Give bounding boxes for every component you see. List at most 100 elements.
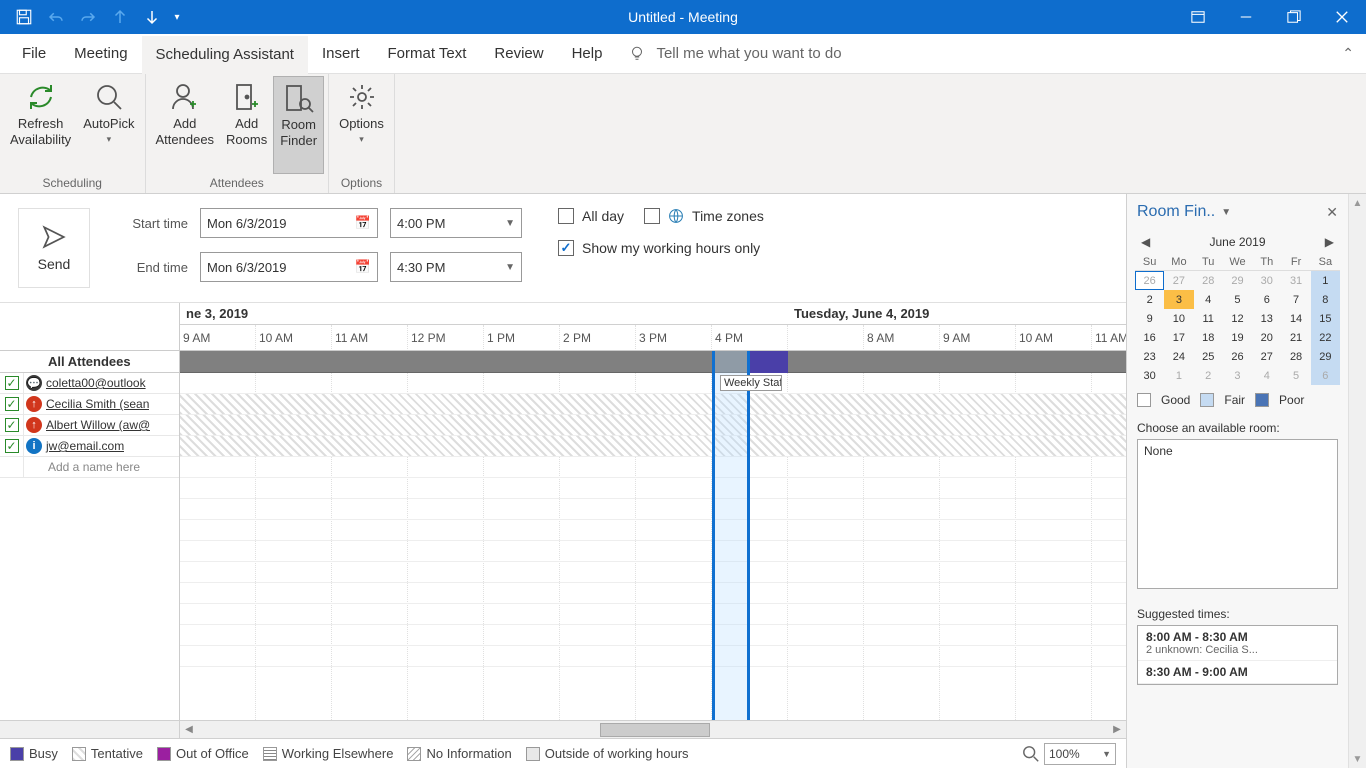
attendee-checkbox[interactable]: ✓: [0, 373, 24, 393]
suggested-time-item[interactable]: 8:30 AM - 9:00 AM: [1138, 661, 1337, 684]
schedule-grid-body[interactable]: Weekly Staf: [180, 351, 1126, 720]
calendar-day[interactable]: 6: [1311, 366, 1340, 385]
calendar-day[interactable]: 14: [1281, 309, 1310, 328]
tab-scheduling-assistant[interactable]: Scheduling Assistant: [142, 34, 308, 74]
time-zones-checkbox[interactable]: Time zones: [644, 208, 764, 224]
options-button[interactable]: Options ▾: [333, 76, 390, 174]
scroll-up-icon[interactable]: ▲: [1350, 194, 1366, 212]
attendee-checkbox[interactable]: ✓: [0, 436, 24, 456]
qat-customize-icon[interactable]: ▾: [168, 0, 186, 34]
tab-insert[interactable]: Insert: [308, 34, 374, 74]
scroll-down-icon[interactable]: ▼: [1350, 750, 1366, 768]
calendar-day[interactable]: 26: [1223, 347, 1252, 366]
maximize-icon[interactable]: [1270, 0, 1318, 34]
calendar-day[interactable]: 15: [1311, 309, 1340, 328]
end-time-input[interactable]: 4:30 PM ▼: [390, 252, 522, 282]
calendar-day[interactable]: 18: [1194, 328, 1223, 347]
calendar-day[interactable]: 23: [1135, 347, 1164, 366]
calendar-day[interactable]: 5: [1281, 366, 1310, 385]
redo-icon[interactable]: [72, 0, 104, 34]
autopick-button[interactable]: AutoPick ▾: [77, 76, 140, 174]
tab-file[interactable]: File: [8, 34, 60, 74]
calendar-day[interactable]: 24: [1164, 347, 1193, 366]
calendar-day[interactable]: 28: [1194, 271, 1223, 290]
attendee-name[interactable]: coletta00@outlook: [44, 376, 146, 390]
chevron-down-icon[interactable]: ▼: [1221, 207, 1231, 218]
attendee-name[interactable]: jw@email.com: [44, 439, 124, 453]
available-rooms-list[interactable]: None: [1137, 439, 1338, 589]
calendar-day[interactable]: 4: [1252, 366, 1281, 385]
calendar-day[interactable]: 12: [1223, 309, 1252, 328]
tab-format-text[interactable]: Format Text: [373, 34, 480, 74]
all-day-checkbox[interactable]: All day: [558, 208, 624, 224]
calendar-day[interactable]: 5: [1223, 290, 1252, 309]
room-finder-button[interactable]: RoomFinder: [273, 76, 324, 174]
send-button[interactable]: Send: [18, 208, 90, 288]
tab-meeting[interactable]: Meeting: [60, 34, 141, 74]
calendar-day[interactable]: 11: [1194, 309, 1223, 328]
calendar-day[interactable]: 17: [1164, 328, 1193, 347]
calendar-day[interactable]: 6: [1252, 290, 1281, 309]
attendee-row[interactable]: ✓ ↑ Albert Willow (aw@: [0, 415, 179, 436]
calendar-day[interactable]: 10: [1164, 309, 1193, 328]
calendar-day[interactable]: 1: [1311, 271, 1340, 290]
attendee-name[interactable]: Albert Willow (aw@: [44, 418, 150, 432]
tell-me-search[interactable]: Tell me what you want to do: [628, 45, 841, 63]
calendar-day[interactable]: 9: [1135, 309, 1164, 328]
add-rooms-button[interactable]: AddRooms: [220, 76, 273, 174]
ribbon-display-icon[interactable]: [1174, 0, 1222, 34]
prev-item-icon[interactable]: [104, 0, 136, 34]
attendee-row[interactable]: ✓ ↑ Cecilia Smith (sean: [0, 394, 179, 415]
undo-icon[interactable]: [40, 0, 72, 34]
refresh-availability-button[interactable]: RefreshAvailability: [4, 76, 77, 174]
calendar-day[interactable]: 2: [1135, 290, 1164, 309]
next-month-icon[interactable]: ▶: [1325, 235, 1334, 249]
scroll-thumb[interactable]: [600, 723, 710, 737]
calendar-day[interactable]: 27: [1164, 271, 1193, 290]
calendar-day[interactable]: 20: [1252, 328, 1281, 347]
scroll-left-icon[interactable]: ◀: [180, 721, 198, 739]
add-attendees-button[interactable]: AddAttendees: [150, 76, 221, 174]
calendar-day[interactable]: 31: [1281, 271, 1310, 290]
collapse-ribbon-icon[interactable]: ⌃: [1342, 45, 1354, 62]
tab-help[interactable]: Help: [558, 34, 617, 74]
calendar-day[interactable]: 8: [1311, 290, 1340, 309]
calendar-day[interactable]: 3: [1164, 290, 1193, 309]
zoom-control[interactable]: 100% ▼: [1022, 743, 1116, 765]
calendar-day[interactable]: 30: [1135, 366, 1164, 385]
horizontal-scrollbar[interactable]: ◀ ▶: [0, 720, 1126, 738]
close-pane-icon[interactable]: ✕: [1326, 204, 1338, 221]
calendar-day[interactable]: 2: [1194, 366, 1223, 385]
calendar-day[interactable]: 29: [1223, 271, 1252, 290]
calendar-day[interactable]: 21: [1281, 328, 1310, 347]
end-date-input[interactable]: Mon 6/3/2019 📅: [200, 252, 378, 282]
calendar-day[interactable]: 26: [1135, 271, 1164, 290]
close-icon[interactable]: [1318, 0, 1366, 34]
attendee-checkbox[interactable]: ✓: [0, 415, 24, 435]
prev-month-icon[interactable]: ◀: [1141, 235, 1150, 249]
start-time-input[interactable]: 4:00 PM ▼: [390, 208, 522, 238]
attendee-row[interactable]: ✓ 💬 coletta00@outlook: [0, 373, 179, 394]
vertical-scrollbar[interactable]: ▲ ▼: [1348, 194, 1366, 768]
calendar-day[interactable]: 19: [1223, 328, 1252, 347]
calendar-day[interactable]: 30: [1252, 271, 1281, 290]
calendar-day[interactable]: 25: [1194, 347, 1223, 366]
working-hours-checkbox[interactable]: ✓Show my working hours only: [558, 240, 760, 256]
calendar-icon[interactable]: 📅: [355, 215, 371, 231]
calendar-day[interactable]: 1: [1164, 366, 1193, 385]
calendar-day[interactable]: 3: [1223, 366, 1252, 385]
scroll-right-icon[interactable]: ▶: [1108, 721, 1126, 739]
minimize-icon[interactable]: [1222, 0, 1270, 34]
attendee-name[interactable]: Cecilia Smith (sean: [44, 397, 149, 411]
suggested-time-item[interactable]: 8:00 AM - 8:30 AM2 unknown: Cecilia S...: [1138, 626, 1337, 661]
save-icon[interactable]: [8, 0, 40, 34]
calendar-day[interactable]: 22: [1311, 328, 1340, 347]
attendee-checkbox[interactable]: ✓: [0, 394, 24, 414]
add-attendee-input[interactable]: Add a name here: [0, 457, 179, 478]
next-item-icon[interactable]: [136, 0, 168, 34]
tab-review[interactable]: Review: [480, 34, 557, 74]
calendar-day[interactable]: 4: [1194, 290, 1223, 309]
calendar-day[interactable]: 28: [1281, 347, 1310, 366]
calendar-day[interactable]: 7: [1281, 290, 1310, 309]
event-block[interactable]: Weekly Staf: [720, 375, 782, 391]
